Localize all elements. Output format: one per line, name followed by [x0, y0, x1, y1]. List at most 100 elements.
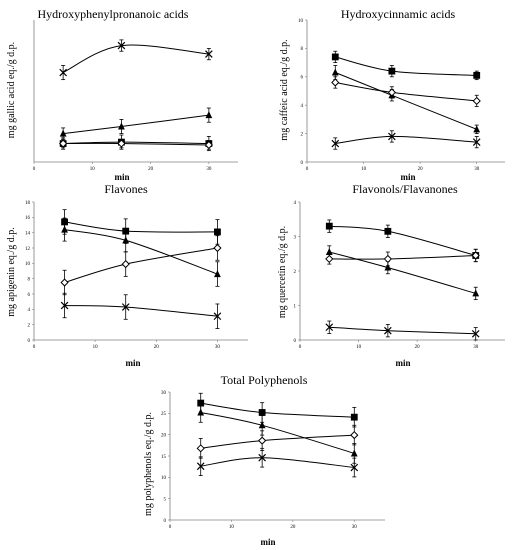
triangle-marker	[205, 111, 213, 119]
square-marker	[473, 71, 481, 79]
y-tick-label: 2	[28, 323, 31, 328]
chart-title: Hydroxyphenylpronanoic acids	[38, 7, 189, 21]
y-tick-label: 18	[25, 201, 31, 206]
cross-marker	[196, 462, 205, 471]
square-marker	[258, 409, 266, 416]
cross-marker	[472, 138, 481, 146]
y-tick-label: 4	[294, 201, 297, 206]
triangle-marker	[118, 122, 125, 130]
x-tick-label: 0	[33, 167, 36, 172]
cross-marker	[258, 453, 266, 462]
x-tick-label: 30	[206, 167, 212, 172]
x-tick-label: 0	[306, 167, 309, 172]
chart-title: Hydroxycinnamic acids	[341, 7, 456, 21]
triangle-marker	[331, 68, 339, 76]
y-tick-label: 3	[294, 235, 297, 240]
y-tick-label: 10	[161, 476, 167, 481]
y-tick-label: 0	[301, 161, 304, 166]
y-tick-label: 2	[294, 270, 297, 275]
triangle-marker	[384, 263, 392, 271]
y-tick-label: 0	[294, 339, 297, 344]
y-axis-label: mg gallic acid eq./g d.p.	[6, 42, 17, 138]
triangle-marker	[214, 270, 221, 278]
x-axis-label: min	[125, 358, 140, 368]
square-marker	[350, 413, 358, 421]
y-tick-label: 20	[161, 433, 167, 438]
y-tick-label: 5	[164, 497, 167, 502]
triangle-marker	[350, 449, 358, 457]
cross-marker	[388, 132, 396, 141]
chart-title: Flavones	[104, 182, 148, 196]
x-axis-label: min	[400, 172, 415, 182]
y-tick-label: 8	[28, 277, 31, 282]
chart-hydroxycinnamic-acids: Hydroxycinnamic acids mg caffeic acid eq…	[279, 7, 505, 182]
y-tick-label: 8	[301, 47, 304, 52]
cross-marker	[60, 301, 69, 310]
diamond-marker	[325, 254, 334, 264]
cross-marker	[471, 329, 480, 338]
x-tick-label: 30	[474, 167, 480, 172]
y-tick-label: 10	[298, 19, 304, 24]
cross-marker	[384, 326, 392, 335]
x-tick-label: 30	[352, 525, 358, 530]
y-tick-label: 4	[28, 308, 31, 313]
cross-marker	[325, 323, 334, 332]
diamond-marker	[117, 139, 126, 148]
square-marker	[331, 53, 339, 61]
triangle-marker	[61, 225, 68, 233]
chart-flavones: Flavones mg apigenin eq./g d.p. min 0 10 2…	[6, 182, 248, 368]
cross-marker	[205, 50, 213, 58]
diamond-marker	[196, 444, 205, 453]
y-axis-label: mg caffeic acid eq./g d.p.	[279, 39, 290, 140]
diamond-marker	[258, 436, 267, 445]
cross-marker	[117, 41, 126, 50]
y-tick-label: 15	[161, 455, 167, 460]
x-tick-label: 0	[169, 525, 172, 530]
diamond-marker	[213, 243, 222, 253]
x-tick-label: 10	[90, 167, 96, 172]
cross-marker	[59, 68, 67, 77]
square-marker	[325, 222, 333, 230]
x-tick-label: 10	[229, 525, 235, 530]
x-tick-label: 20	[154, 345, 160, 350]
x-axis-label: min	[395, 358, 410, 368]
chart-hydroxyphenylpropanoic-acids: Hydroxyphenylpronanoic acids mg gallic a…	[6, 7, 238, 182]
triangle-marker	[59, 129, 67, 137]
diamond-marker	[204, 140, 213, 150]
x-tick-label: 10	[361, 167, 367, 172]
y-tick-label: 2	[301, 132, 304, 137]
diamond-marker	[472, 96, 481, 106]
x-tick-label: 30	[215, 345, 221, 350]
triangle-marker	[473, 125, 481, 133]
diamond-marker	[383, 254, 392, 264]
diamond-marker	[60, 278, 69, 287]
x-axis-label: min	[260, 537, 275, 547]
x-tick-label: 20	[290, 525, 296, 530]
diamond-marker	[471, 251, 480, 260]
triangle-marker	[472, 289, 480, 297]
x-tick-label: 10	[356, 345, 362, 350]
y-tick-label: 6	[28, 293, 31, 298]
x-tick-label: 0	[33, 345, 36, 350]
y-tick-label: 4	[301, 104, 304, 109]
x-tick-label: 0	[299, 345, 302, 350]
diamond-marker	[331, 78, 340, 87]
y-axis-label: mg polyphenols eq./g d.p.	[143, 412, 154, 516]
y-axis-label: mg quercetin eq./g d.p.	[277, 226, 288, 318]
y-tick-label: 16	[25, 216, 31, 221]
y-tick-label: 30	[161, 391, 167, 396]
x-tick-label: 10	[93, 345, 99, 350]
y-tick-label: 6	[301, 76, 304, 81]
y-tick-label: 25	[161, 412, 167, 417]
diamond-marker	[350, 430, 359, 440]
diamond-marker	[59, 139, 68, 148]
y-axis-label: mg apigenin eq./g d.p.	[6, 227, 17, 316]
triangle-marker	[197, 408, 205, 416]
chart-flavonols-flavanones: Flavonols/Flavanones mg quercetin eq./g …	[277, 182, 505, 368]
x-tick-label: 20	[148, 167, 154, 172]
y-tick-label: 14	[25, 231, 31, 236]
x-tick-label: 20	[418, 167, 424, 172]
cross-marker	[331, 139, 340, 148]
cross-marker	[213, 312, 222, 321]
